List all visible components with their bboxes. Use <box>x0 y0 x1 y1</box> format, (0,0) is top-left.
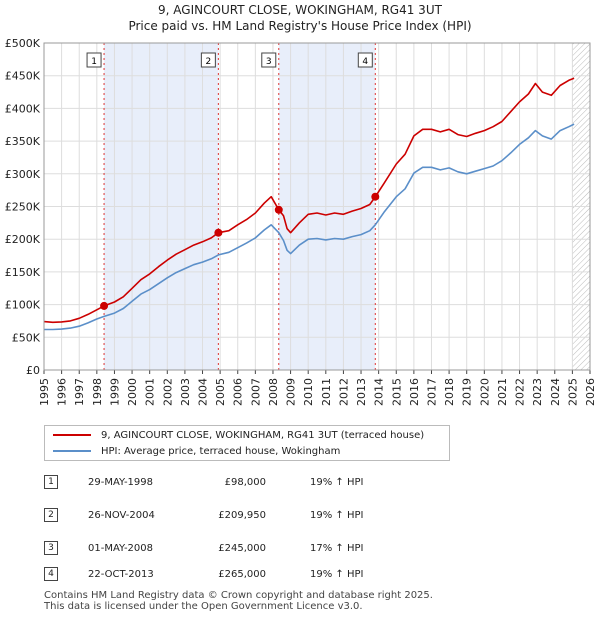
x-tick-label: 2018 <box>443 378 456 406</box>
sale-price: £209,950 <box>218 510 266 521</box>
y-tick-label: £250K <box>5 201 41 214</box>
x-tick-label: 2008 <box>267 378 280 406</box>
legend-hpi: HPI: Average price, terraced house, Woki… <box>53 445 340 459</box>
x-tick-label: 2007 <box>249 378 262 406</box>
legend-property-label: 9, AGINCOURT CLOSE, WOKINGHAM, RG41 3UT … <box>101 430 425 441</box>
y-tick-label: £300K <box>5 168 41 181</box>
chart-subtitle: Price paid vs. HM Land Registry's House … <box>128 19 471 33</box>
footer-licence: This data is licensed under the Open Gov… <box>44 601 363 612</box>
sale-hpi-change: 17% ↑ HPI <box>310 543 364 554</box>
plot-frame <box>43 42 591 371</box>
x-tick-label: 2013 <box>355 378 368 406</box>
hpi-line <box>44 123 575 331</box>
x-tick-label: 2026 <box>584 378 597 406</box>
x-tick-label: 2017 <box>425 378 438 406</box>
sale-number-badge: 4 <box>44 567 58 581</box>
x-tick-label: 1998 <box>91 378 104 406</box>
y-tick-label: £0 <box>26 364 40 377</box>
sale-date: 01-MAY-2008 <box>88 543 154 554</box>
sale-markers: 1 2 3 4 <box>86 52 380 310</box>
x-tick-label: 2014 <box>373 378 386 406</box>
sale-row: 2 26-NOV-2004 £209,950 19% ↑ HPI <box>0 506 600 526</box>
x-tick-label: 2001 <box>144 378 157 406</box>
y-tick-label: £500K <box>5 37 41 50</box>
x-tick-label: 2005 <box>214 378 227 406</box>
sale-date: 26-NOV-2004 <box>88 510 155 521</box>
x-tick-label: 2022 <box>514 378 527 406</box>
x-tick-label: 2003 <box>179 378 192 406</box>
y-tick-label: £350K <box>5 135 41 148</box>
sale-price: £265,000 <box>218 569 266 580</box>
x-tick-label: 2009 <box>285 378 298 406</box>
x-tick-label: 1995 <box>38 378 51 406</box>
sale-number-badge: 3 <box>44 541 58 555</box>
sale-label-number: 2 <box>206 57 212 67</box>
sale-point <box>274 205 283 214</box>
series-lines <box>43 77 575 331</box>
y-tick-label: £50K <box>12 331 41 344</box>
x-tick-label: 2024 <box>549 378 562 406</box>
sale-label-number: 3 <box>266 57 272 67</box>
x-tick-label: 2020 <box>478 378 491 406</box>
sale-label-box <box>261 52 277 68</box>
legend-hpi-label: HPI: Average price, terraced house, Woki… <box>101 446 341 457</box>
sale-point <box>214 228 223 237</box>
sale-point <box>100 301 109 310</box>
sale-date: 22-OCT-2013 <box>88 569 154 580</box>
sale-hpi-change: 19% ↑ HPI <box>310 510 364 521</box>
sale-label-box <box>357 52 373 68</box>
chart-title: 9, AGINCOURT CLOSE, WOKINGHAM, RG41 3UT <box>158 3 443 17</box>
footer-copyright: Contains HM Land Registry data © Crown c… <box>44 590 433 601</box>
y-tick-label: £100K <box>5 299 41 312</box>
x-tick-label: 2002 <box>161 378 174 406</box>
legend-hpi-swatch <box>53 450 91 452</box>
sale-label-box <box>86 52 102 68</box>
x-tick-label: 2004 <box>197 378 210 406</box>
x-tick-label: 1997 <box>73 378 86 406</box>
x-tick-label: 2021 <box>496 378 509 406</box>
sale-hpi-change: 19% ↑ HPI <box>310 477 364 488</box>
sale-label-box <box>200 52 216 68</box>
x-tick-label: 2016 <box>408 378 421 406</box>
y-tick-label: £450K <box>5 70 41 83</box>
sale-date: 29-MAY-1998 <box>88 477 154 488</box>
sale-number-badge: 2 <box>44 508 58 522</box>
sale-point <box>371 192 380 201</box>
legend-property: 9, AGINCOURT CLOSE, WOKINGHAM, RG41 3UT … <box>53 429 424 443</box>
x-tick-label: 2023 <box>531 378 544 406</box>
sale-label-number: 1 <box>91 57 97 67</box>
sale-price: £98,000 <box>224 477 266 488</box>
x-tick-label: 2025 <box>566 378 579 406</box>
sale-number-badge: 1 <box>44 475 58 489</box>
x-tick-label: 1999 <box>108 378 121 406</box>
y-tick-label: £200K <box>5 233 41 246</box>
x-tick-label: 1996 <box>56 378 69 406</box>
x-tick-label: 2006 <box>232 378 245 406</box>
property-price-line <box>43 77 575 324</box>
x-tick-label: 2000 <box>126 378 139 406</box>
legend-property-swatch <box>53 434 91 436</box>
x-tick-label: 2010 <box>302 378 315 406</box>
x-tick-label: 2012 <box>337 378 350 406</box>
sale-price: £245,000 <box>218 543 266 554</box>
axes: £0 £50K £100K £150K £200K £250K £300K £350K £400… <box>5 37 597 406</box>
x-tick-label: 2011 <box>320 378 333 406</box>
sale-label-number: 4 <box>362 57 368 67</box>
sale-hpi-change: 19% ↑ HPI <box>310 569 364 580</box>
sale-row: 3 01-MAY-2008 £245,000 17% ↑ HPI <box>0 539 600 559</box>
sale-row: 4 22-OCT-2013 £265,000 19% ↑ HPI <box>0 565 600 585</box>
price-chart: 9, AGINCOURT CLOSE, WOKINGHAM, RG41 3UT … <box>5 3 597 406</box>
sale-row: 1 29-MAY-1998 £98,000 19% ↑ HPI <box>0 473 600 493</box>
legend: 9, AGINCOURT CLOSE, WOKINGHAM, RG41 3UT … <box>44 425 450 461</box>
x-tick-label: 2019 <box>461 378 474 406</box>
y-tick-label: £150K <box>5 266 41 279</box>
y-tick-label: £400K <box>5 102 41 115</box>
x-tick-label: 2015 <box>390 378 403 406</box>
